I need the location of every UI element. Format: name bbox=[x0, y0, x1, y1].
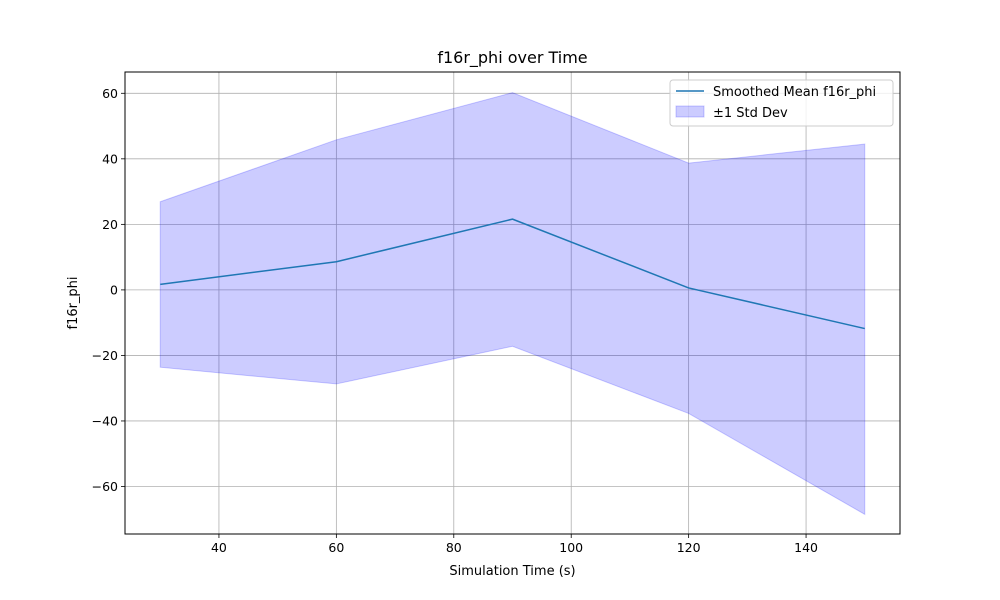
y-tick-label: −20 bbox=[92, 348, 118, 363]
x-tick-label: 140 bbox=[794, 540, 818, 555]
x-tick-label: 60 bbox=[328, 540, 344, 555]
y-tick-label: 20 bbox=[102, 217, 118, 232]
x-tick-label: 40 bbox=[211, 540, 227, 555]
x-tick-label: 100 bbox=[559, 540, 583, 555]
x-tick-label: 80 bbox=[446, 540, 462, 555]
legend-band-swatch bbox=[676, 106, 704, 117]
y-tick-label: 40 bbox=[102, 151, 118, 166]
legend-label-std: ±1 Std Dev bbox=[713, 106, 788, 121]
chart-title: f16r_phi over Time bbox=[437, 48, 587, 68]
legend: Smoothed Mean f16r_phi ±1 Std Dev bbox=[670, 80, 893, 126]
x-tick-label: 120 bbox=[677, 540, 701, 555]
y-tick-label: −40 bbox=[92, 413, 118, 428]
y-axis-label: f16r_phi bbox=[66, 276, 81, 329]
x-axis-label: Simulation Time (s) bbox=[449, 564, 575, 579]
y-tick-label: 60 bbox=[102, 86, 118, 101]
y-tick-label: 0 bbox=[110, 282, 118, 297]
y-tick-label: −60 bbox=[92, 479, 118, 494]
legend-label-mean: Smoothed Mean f16r_phi bbox=[713, 85, 876, 100]
